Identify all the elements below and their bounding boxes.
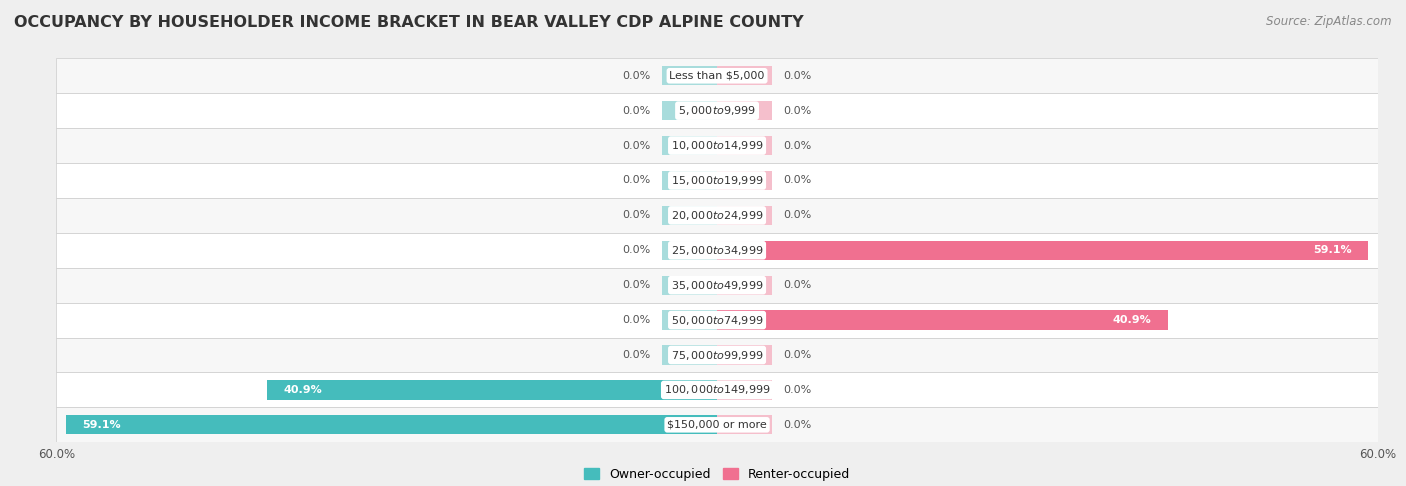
Bar	[662, 66, 717, 86]
FancyBboxPatch shape	[56, 198, 1378, 233]
Bar	[267, 381, 717, 399]
Bar	[717, 171, 772, 190]
Text: 0.0%: 0.0%	[623, 245, 651, 255]
Text: 0.0%: 0.0%	[783, 385, 811, 395]
Text: 0.0%: 0.0%	[783, 71, 811, 81]
Text: 0.0%: 0.0%	[783, 280, 811, 290]
FancyBboxPatch shape	[56, 163, 1378, 198]
Text: 0.0%: 0.0%	[783, 420, 811, 430]
Bar	[662, 311, 717, 330]
Text: OCCUPANCY BY HOUSEHOLDER INCOME BRACKET IN BEAR VALLEY CDP ALPINE COUNTY: OCCUPANCY BY HOUSEHOLDER INCOME BRACKET …	[14, 15, 804, 30]
Text: Less than $5,000: Less than $5,000	[669, 71, 765, 81]
Text: 0.0%: 0.0%	[623, 175, 651, 186]
Text: 0.0%: 0.0%	[623, 350, 651, 360]
FancyBboxPatch shape	[56, 303, 1378, 338]
Bar	[717, 136, 772, 155]
Text: 0.0%: 0.0%	[623, 105, 651, 116]
FancyBboxPatch shape	[56, 338, 1378, 372]
Text: $15,000 to $19,999: $15,000 to $19,999	[671, 174, 763, 187]
FancyBboxPatch shape	[56, 268, 1378, 303]
FancyBboxPatch shape	[56, 93, 1378, 128]
Text: 0.0%: 0.0%	[623, 71, 651, 81]
Bar	[717, 311, 1167, 330]
Text: 0.0%: 0.0%	[623, 315, 651, 325]
Bar	[66, 415, 717, 434]
Bar	[662, 206, 717, 225]
Bar	[717, 206, 772, 225]
FancyBboxPatch shape	[56, 407, 1378, 442]
FancyBboxPatch shape	[56, 233, 1378, 268]
Bar	[717, 276, 772, 295]
Text: $100,000 to $149,999: $100,000 to $149,999	[664, 383, 770, 397]
Text: 0.0%: 0.0%	[623, 210, 651, 220]
Bar	[662, 136, 717, 155]
Bar	[662, 276, 717, 295]
Bar	[662, 241, 717, 260]
Text: Source: ZipAtlas.com: Source: ZipAtlas.com	[1267, 15, 1392, 28]
Bar	[662, 346, 717, 364]
Text: 40.9%: 40.9%	[1112, 315, 1152, 325]
Text: 0.0%: 0.0%	[783, 350, 811, 360]
Text: $150,000 or more: $150,000 or more	[668, 420, 766, 430]
Bar	[717, 346, 772, 364]
Bar	[717, 381, 772, 399]
Text: 0.0%: 0.0%	[623, 280, 651, 290]
FancyBboxPatch shape	[56, 372, 1378, 407]
Text: 0.0%: 0.0%	[783, 210, 811, 220]
Bar	[662, 101, 717, 120]
Text: $10,000 to $14,999: $10,000 to $14,999	[671, 139, 763, 152]
Text: 0.0%: 0.0%	[783, 140, 811, 151]
Text: 40.9%: 40.9%	[283, 385, 322, 395]
Text: $35,000 to $49,999: $35,000 to $49,999	[671, 278, 763, 292]
Text: $20,000 to $24,999: $20,000 to $24,999	[671, 209, 763, 222]
Text: 0.0%: 0.0%	[783, 105, 811, 116]
Bar	[662, 171, 717, 190]
Bar	[717, 241, 1368, 260]
FancyBboxPatch shape	[56, 128, 1378, 163]
Text: $25,000 to $34,999: $25,000 to $34,999	[671, 244, 763, 257]
Text: 0.0%: 0.0%	[783, 175, 811, 186]
Bar	[717, 66, 772, 86]
Text: $75,000 to $99,999: $75,000 to $99,999	[671, 348, 763, 362]
FancyBboxPatch shape	[56, 58, 1378, 93]
Text: $5,000 to $9,999: $5,000 to $9,999	[678, 104, 756, 117]
Legend: Owner-occupied, Renter-occupied: Owner-occupied, Renter-occupied	[579, 463, 855, 486]
Text: $50,000 to $74,999: $50,000 to $74,999	[671, 313, 763, 327]
Bar	[717, 415, 772, 434]
Bar	[717, 101, 772, 120]
Text: 0.0%: 0.0%	[623, 140, 651, 151]
Text: 59.1%: 59.1%	[83, 420, 121, 430]
Text: 59.1%: 59.1%	[1313, 245, 1351, 255]
